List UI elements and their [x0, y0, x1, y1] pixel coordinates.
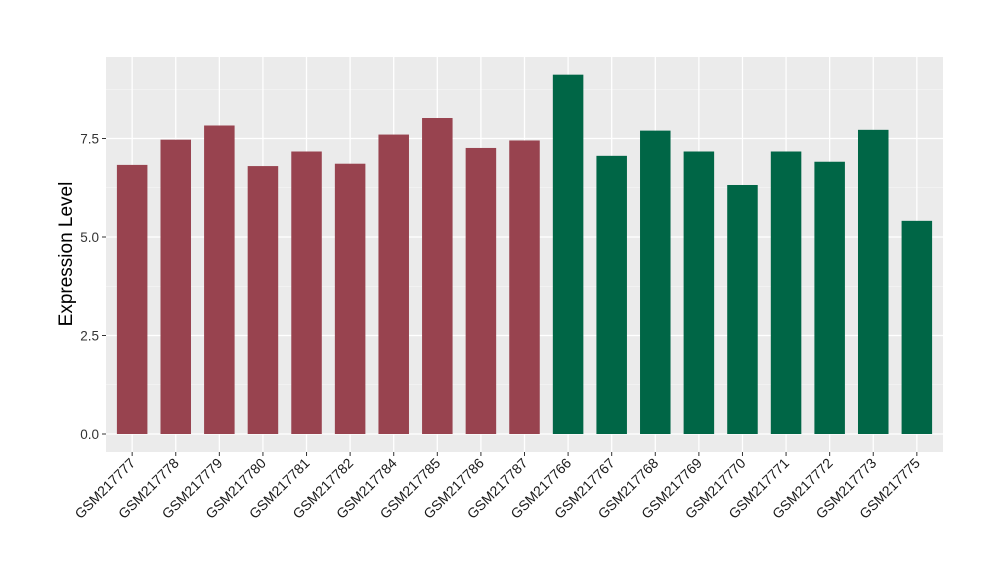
bar-GSM217784: [378, 134, 409, 434]
bar-GSM217768: [640, 130, 671, 434]
bar-GSM217785: [422, 118, 453, 435]
bar-GSM217771: [770, 151, 802, 434]
bar-GSM217787: [509, 140, 540, 434]
bar-GSM217769: [683, 151, 715, 434]
bar-GSM217772: [814, 161, 845, 434]
bar-GSM217767: [596, 155, 627, 434]
x-axis: GSM217777GSM217778GSM217779GSM217780GSM2…: [71, 452, 923, 522]
y-axis-label: Expression Level: [56, 182, 77, 327]
y-tick-label: 2.5: [80, 329, 99, 344]
bar-GSM217770: [727, 184, 758, 434]
bar-GSM217782: [334, 163, 366, 434]
bar-GSM217778: [160, 139, 192, 434]
bar-GSM217773: [857, 129, 889, 434]
bars: [116, 74, 933, 435]
y-tick-label: 0.0: [80, 427, 99, 442]
bar-GSM217786: [465, 147, 497, 434]
bar-GSM217779: [204, 125, 235, 435]
bar-GSM217781: [291, 151, 322, 434]
bar-GSM217775: [901, 220, 933, 434]
bar-GSM217777: [116, 164, 148, 434]
y-axis: 0.0 2.5 5.0 7.5: [80, 132, 106, 442]
y-tick-label: 5.0: [80, 230, 99, 245]
y-tick-label: 7.5: [80, 132, 99, 147]
bar-GSM217780: [247, 166, 279, 434]
bar-GSM217766: [552, 74, 584, 434]
